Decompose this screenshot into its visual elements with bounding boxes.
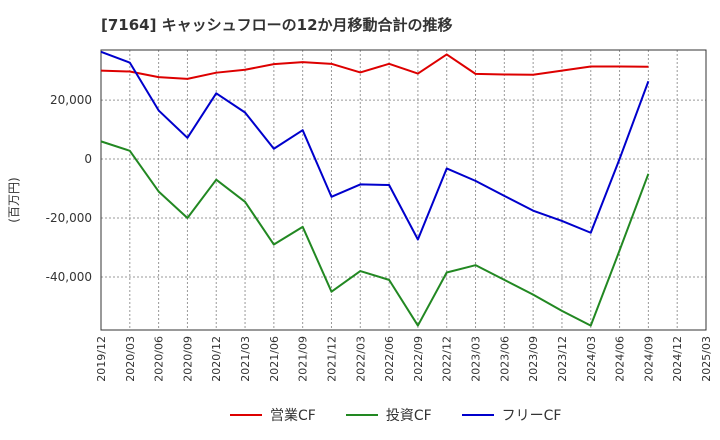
y-tick-label: -20,000 — [46, 211, 92, 225]
x-tick-label: 2019/12 — [95, 336, 108, 382]
legend-label-operating-cf: 営業CF — [270, 408, 316, 424]
legend: 営業CF 投資CF フリーCF — [230, 404, 591, 426]
y-axis-label: (百万円) — [7, 177, 21, 222]
legend-swatch-operating-cf — [230, 414, 262, 416]
x-tick-label: 2022/03 — [354, 336, 367, 382]
x-tick-label: 2020/09 — [181, 336, 194, 382]
x-tick-label: 2021/12 — [325, 336, 338, 382]
operating-cf-line — [100, 53, 649, 80]
x-tick-label: 2020/06 — [153, 336, 166, 382]
grid-layer — [100, 50, 707, 330]
x-tick-label: 2024/12 — [671, 336, 684, 382]
x-tick-label: 2024/03 — [585, 336, 598, 382]
x-tick-label: 2021/06 — [268, 336, 281, 382]
plot-frame — [100, 49, 707, 331]
x-tick-label: 2023/06 — [498, 336, 511, 382]
free-cf-line — [100, 50, 650, 241]
axis-layer: 2019/12 2020/03 2020/06 2020/09 2020/12 2021/… — [46, 93, 713, 382]
x-tick-label: 2020/12 — [210, 336, 223, 382]
series-layer — [100, 50, 650, 327]
legend-item-operating-cf: 営業CF — [230, 405, 316, 425]
legend-label-investing-cf: 投資CF — [385, 408, 432, 424]
legend-swatch-free-cf — [461, 414, 494, 416]
y-tick-label: -40,000 — [46, 270, 92, 284]
x-tick-label: 2023/03 — [470, 336, 483, 382]
y-tick-label: 20,000 — [50, 93, 92, 107]
x-tick-label: 2020/03 — [124, 336, 137, 382]
x-tick-label: 2024/06 — [614, 336, 627, 382]
x-tick-label: 2022/09 — [412, 336, 425, 382]
x-tick-label: 2021/09 — [297, 336, 310, 382]
x-tick-label: 2023/12 — [556, 336, 569, 382]
legend-swatch-investing-cf — [345, 414, 378, 416]
legend-label-free-cf: フリーCF — [501, 408, 562, 424]
x-tick-label: 2024/09 — [642, 336, 655, 382]
x-tick-label: 2023/09 — [527, 336, 540, 382]
chart-title: [7164] キャッシュフローの12か月移動合計の推移 — [101, 16, 453, 34]
x-tick-label: 2022/12 — [441, 336, 454, 382]
y-tick-label: 0 — [84, 152, 92, 166]
legend-item-investing-cf: 投資CF — [345, 405, 432, 425]
legend-item-free-cf: フリーCF — [461, 405, 562, 425]
x-tick-label: 2022/06 — [383, 336, 396, 382]
investing-cf-line — [100, 140, 650, 327]
x-tick-label: 2025/03 — [700, 336, 713, 382]
x-tick-label: 2021/03 — [239, 336, 252, 382]
